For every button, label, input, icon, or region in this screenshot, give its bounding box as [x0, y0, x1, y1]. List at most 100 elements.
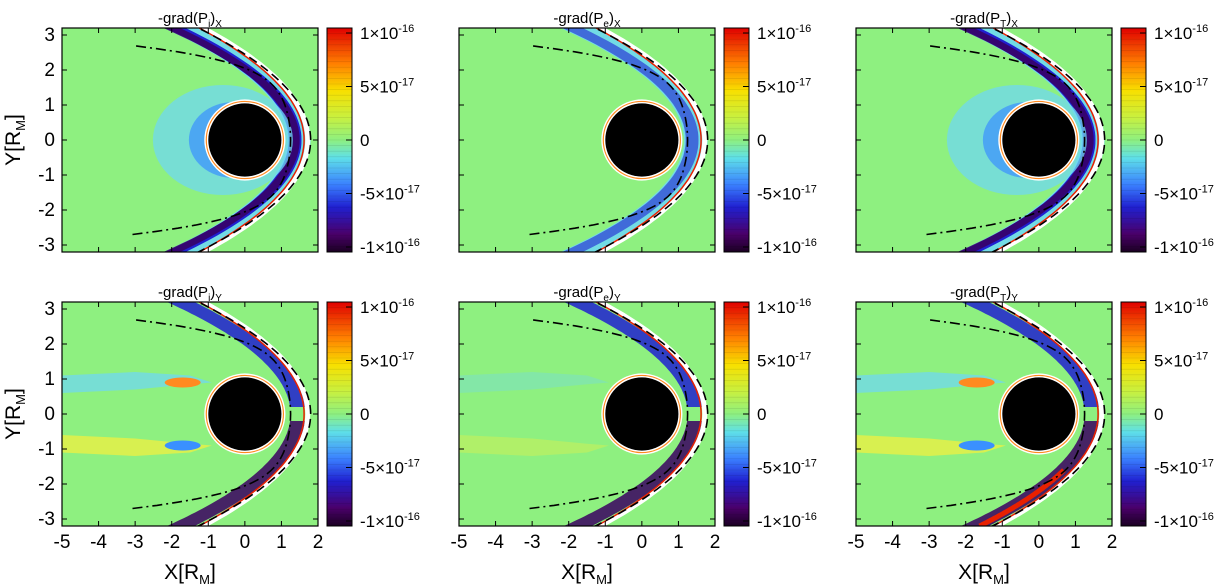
streak-south	[62, 435, 212, 456]
shock-edge-red	[197, 28, 305, 252]
sheath-peak	[957, 28, 1094, 252]
planet-disk	[208, 103, 282, 177]
sheath-core	[562, 28, 699, 252]
shock-edge-red	[594, 302, 702, 526]
streak-north	[856, 372, 1006, 393]
colorbar: 1×10-16 5×10-17 0 -5×10-17 -1×10-16	[326, 297, 420, 531]
panel-6: -5 -4 -3 -2 -1 0 1 2-grad(PT)Y 1×10-165×10-170-5…	[848, 284, 1214, 553]
sheath-red-ridge	[978, 468, 1066, 526]
panel-2: -grad(Pe)X 1×10-16 5×10-17 0 -5×10-17 -1×10-1…	[458, 10, 817, 257]
colorbar-tick-label: 5×10-17	[757, 351, 811, 371]
colorbar-tick-label: -1×10-16	[1154, 237, 1214, 257]
x-axis-label: X[RM]	[164, 561, 216, 585]
x-tick-label: -1	[200, 532, 217, 553]
colorbar-tick-label: 5×10-17	[360, 351, 414, 371]
colorbar-tick-label: 0	[1154, 405, 1163, 424]
y-tick-label: 2	[44, 334, 55, 355]
bow-shock-line	[593, 28, 709, 252]
colorbar-tick-label: 5×10-17	[360, 77, 414, 97]
heatmap-field	[856, 28, 1112, 252]
sheath-peak	[163, 28, 300, 252]
y-tick-label: 3	[44, 299, 55, 320]
sheath-band	[957, 28, 1105, 252]
planet-rim-orange	[999, 100, 1079, 180]
streak-south	[459, 435, 609, 456]
bow-shock-line	[196, 302, 312, 526]
colorbar-tick-label: -5×10-17	[757, 184, 817, 204]
x-tick-label: -3	[921, 532, 938, 553]
x-tick-label: -2	[560, 532, 577, 553]
x-tick-label: 1	[1070, 532, 1081, 553]
bow-shock-line	[990, 302, 1106, 526]
panel-title: -grad(Pi)X	[158, 10, 222, 30]
y-tick-label: 0	[44, 404, 55, 425]
colorbar-tick-label: 1×10-16	[757, 23, 811, 43]
shock-edge-red	[991, 302, 1099, 526]
panel-title: -grad(Pe)Y	[553, 284, 621, 304]
heatmap-field	[459, 302, 715, 526]
x-ticks: -5 -4 -3 -2 -1 0 1 2	[451, 302, 720, 553]
y-tick-label: 0	[44, 130, 55, 151]
x-tick-label: -2	[163, 532, 180, 553]
x-ticks: -5 -4 -3 -2 -1 0 1 2	[54, 302, 323, 553]
x-tick-label: 1	[276, 532, 287, 553]
x-tick-label: 0	[240, 532, 251, 553]
shock-edge-red	[594, 28, 702, 252]
axis-labels: Y[RM] Y[RM] X[RM] X[RM] X[RM]	[2, 114, 1010, 585]
colorbar-tick-label: -5×10-17	[757, 458, 817, 478]
colorbar-tick-label: -1×10-16	[360, 511, 420, 531]
streak-north	[62, 372, 212, 393]
sheath-band	[560, 28, 708, 252]
y-tick-label: -1	[38, 439, 55, 460]
sheath-north	[563, 302, 704, 407]
planet-rim-orange	[602, 374, 682, 454]
colorbar-tick-label: -5×10-17	[1154, 184, 1214, 204]
y-tick-label: 1	[44, 369, 55, 390]
hot-spot-north	[958, 377, 995, 388]
colorbar-tick-label: 5×10-17	[1154, 351, 1208, 371]
panel-title: -grad(PT)Y	[950, 284, 1018, 304]
y-axis-label: Y[RM]	[2, 114, 28, 166]
panel-title: -grad(PT)X	[950, 10, 1018, 30]
x-tick-label: -2	[957, 532, 974, 553]
colorbar: 1×10-16 5×10-17 0 -5×10-17 -1×10-16	[1120, 297, 1214, 531]
colorbar-tick-label: 0	[360, 405, 369, 424]
sheath-south	[960, 421, 1101, 526]
y-tick-label: -2	[38, 200, 55, 221]
colorbar-tick-label: -1×10-16	[1154, 511, 1214, 531]
heatmap-field	[62, 28, 318, 252]
colorbar-tick-label: -5×10-17	[360, 458, 420, 478]
planet-rim-orange	[602, 100, 682, 180]
y-tick-label: 3	[44, 25, 55, 46]
colorbar-tick-label: 0	[1154, 131, 1163, 150]
colorbar-tick-label: -5×10-17	[1154, 458, 1214, 478]
x-axis-label: X[RM]	[958, 561, 1010, 585]
colorbar-tick-label: 1×10-16	[360, 297, 414, 317]
heatmap-field	[62, 302, 318, 526]
y-ticks	[459, 308, 715, 520]
colorbar: 1×10-16 5×10-17 0 -5×10-17 -1×10-16	[326, 23, 420, 257]
x-tick-label: -5	[54, 532, 71, 553]
colorbar-tick-label: 1×10-16	[1154, 297, 1208, 317]
streak-north	[459, 372, 609, 393]
colorbar: 1×10-16 5×10-17 0 -5×10-17 -1×10-16	[1120, 23, 1214, 257]
x-tick-label: -3	[524, 532, 541, 553]
shock-edge-red	[197, 302, 305, 526]
bow-shock-line	[593, 302, 709, 526]
colorbar-tick-label: 1×10-16	[360, 23, 414, 43]
cold-spot-south	[958, 440, 995, 451]
colorbar-tick-label: -1×10-16	[757, 511, 817, 531]
panel-title: -grad(Pi)Y	[158, 284, 222, 304]
colorbar-tick-label: 0	[757, 405, 766, 424]
y-tick-label: -3	[38, 235, 55, 256]
x-tick-label: -4	[487, 532, 504, 553]
y-ticks: 3 2 1 0 -1 -2 -3	[38, 299, 318, 530]
shock-edge-red	[991, 28, 1099, 252]
colorbar-tick-label: -5×10-17	[360, 184, 420, 204]
x-tick-label: -5	[451, 532, 468, 553]
planet-disk	[605, 103, 679, 177]
x-tick-label: -5	[848, 532, 865, 553]
x-tick-label: 0	[1034, 532, 1045, 553]
x-ticks	[61, 28, 319, 252]
panel-4: -5 -4 -3 -2 -1 0 1 2 3 2 1 0 -1 -2 -3 -grad(Pi)Y 1×10-16…	[38, 284, 420, 553]
